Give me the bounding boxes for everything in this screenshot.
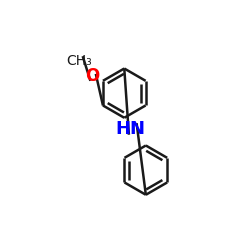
Text: CH₃: CH₃ xyxy=(67,54,92,68)
Text: O: O xyxy=(85,67,99,85)
Text: HN: HN xyxy=(116,120,146,138)
